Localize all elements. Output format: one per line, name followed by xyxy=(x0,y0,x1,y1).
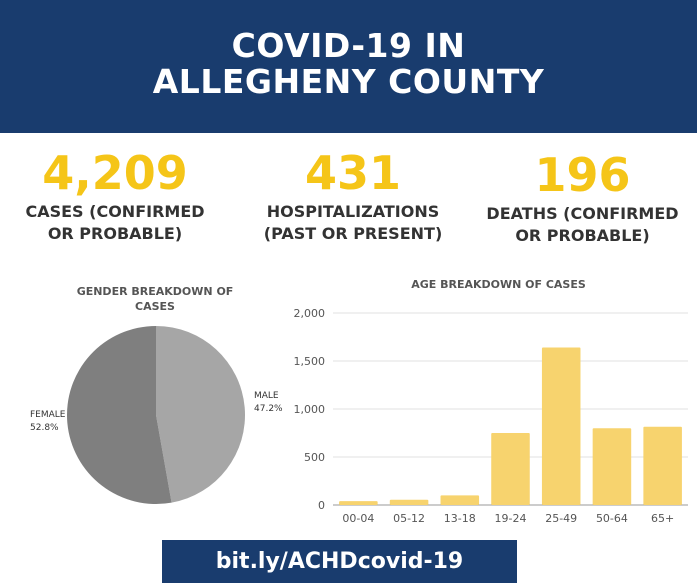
bar-50-64 xyxy=(593,428,632,505)
x-tick-label: 25-49 xyxy=(545,512,577,525)
hospitalizations-label-line1: HOSPITALIZATIONS xyxy=(238,201,468,223)
x-tick-label: 00-04 xyxy=(342,512,374,525)
y-tick-label: 0 xyxy=(318,499,325,512)
bar-13-18 xyxy=(441,495,480,505)
pie-slice-female xyxy=(67,326,172,504)
cases-label-line2: OR PROBABLE) xyxy=(0,223,230,245)
deaths-label-line2: OR PROBABLE) xyxy=(468,225,697,247)
x-tick-label: 05-12 xyxy=(393,512,425,525)
bar-65+ xyxy=(643,427,682,505)
y-tick-label: 500 xyxy=(304,451,325,464)
age-bar-chart: 0 500 1,000 1,500 2,000 00-04 05-12 13-18 19-24 2… xyxy=(290,300,697,530)
stat-cases: 4,209 CASES (CONFIRMED OR PROBABLE) xyxy=(0,145,230,245)
y-tick-label: 1,500 xyxy=(294,355,326,368)
deaths-value: 196 xyxy=(468,147,697,203)
pie-value-female: 52.8% xyxy=(30,423,59,433)
cases-value: 4,209 xyxy=(0,145,230,201)
footer-link-banner[interactable]: bit.ly/ACHDcovid-19 xyxy=(162,540,517,583)
pie-label-male: MALE xyxy=(254,391,279,401)
gender-pie-chart: MALE 47.2% FEMALE 52.8% xyxy=(0,300,300,520)
gender-chart-title-line1: GENDER BREAKDOWN OF xyxy=(55,284,255,299)
deaths-label-line1: DEATHS (CONFIRMED xyxy=(468,203,697,225)
hospitalizations-value: 431 xyxy=(238,145,468,201)
x-tick-label: 50-64 xyxy=(596,512,628,525)
header-banner: COVID-19 IN ALLEGHENY COUNTY xyxy=(0,0,697,133)
hospitalizations-label-line2: (PAST OR PRESENT) xyxy=(238,223,468,245)
pie-slice-male xyxy=(156,326,245,503)
header-title-line1: COVID-19 IN xyxy=(0,0,697,64)
y-tick-label: 1,000 xyxy=(294,403,326,416)
pie-value-male: 47.2% xyxy=(254,404,283,414)
x-tick-label: 13-18 xyxy=(444,512,476,525)
bar-25-49 xyxy=(542,348,581,505)
x-tick-label: 19-24 xyxy=(495,512,527,525)
stat-deaths: 196 DEATHS (CONFIRMED OR PROBABLE) xyxy=(468,147,697,247)
footer-link[interactable]: bit.ly/ACHDcovid-19 xyxy=(216,549,463,574)
header-title-line2: ALLEGHENY COUNTY xyxy=(0,64,697,100)
bar-19-24 xyxy=(491,433,530,505)
bar-00-04 xyxy=(339,501,378,505)
pie-label-female: FEMALE xyxy=(30,410,66,420)
x-tick-label: 65+ xyxy=(651,512,674,525)
cases-label-line1: CASES (CONFIRMED xyxy=(0,201,230,223)
age-chart-title: AGE BREAKDOWN OF CASES xyxy=(300,277,697,292)
stat-hospitalizations: 431 HOSPITALIZATIONS (PAST OR PRESENT) xyxy=(238,145,468,245)
y-tick-label: 2,000 xyxy=(294,307,326,320)
bar-05-12 xyxy=(390,500,429,505)
